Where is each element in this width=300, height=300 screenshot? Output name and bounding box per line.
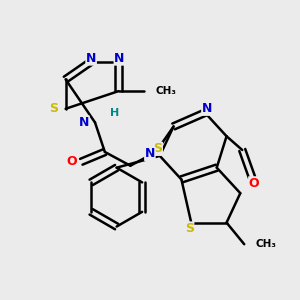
Text: N: N — [114, 52, 124, 65]
Text: S: S — [50, 102, 58, 115]
Text: N: N — [145, 147, 155, 161]
Text: O: O — [249, 177, 259, 190]
Text: H: H — [110, 108, 119, 118]
Text: N: N — [202, 102, 212, 115]
Text: CH₃: CH₃ — [155, 86, 176, 96]
Text: S: S — [153, 142, 162, 155]
Text: S: S — [185, 222, 194, 235]
Text: N: N — [86, 52, 96, 65]
Text: CH₃: CH₃ — [255, 239, 276, 249]
Text: O: O — [66, 155, 76, 168]
Text: N: N — [79, 116, 89, 129]
